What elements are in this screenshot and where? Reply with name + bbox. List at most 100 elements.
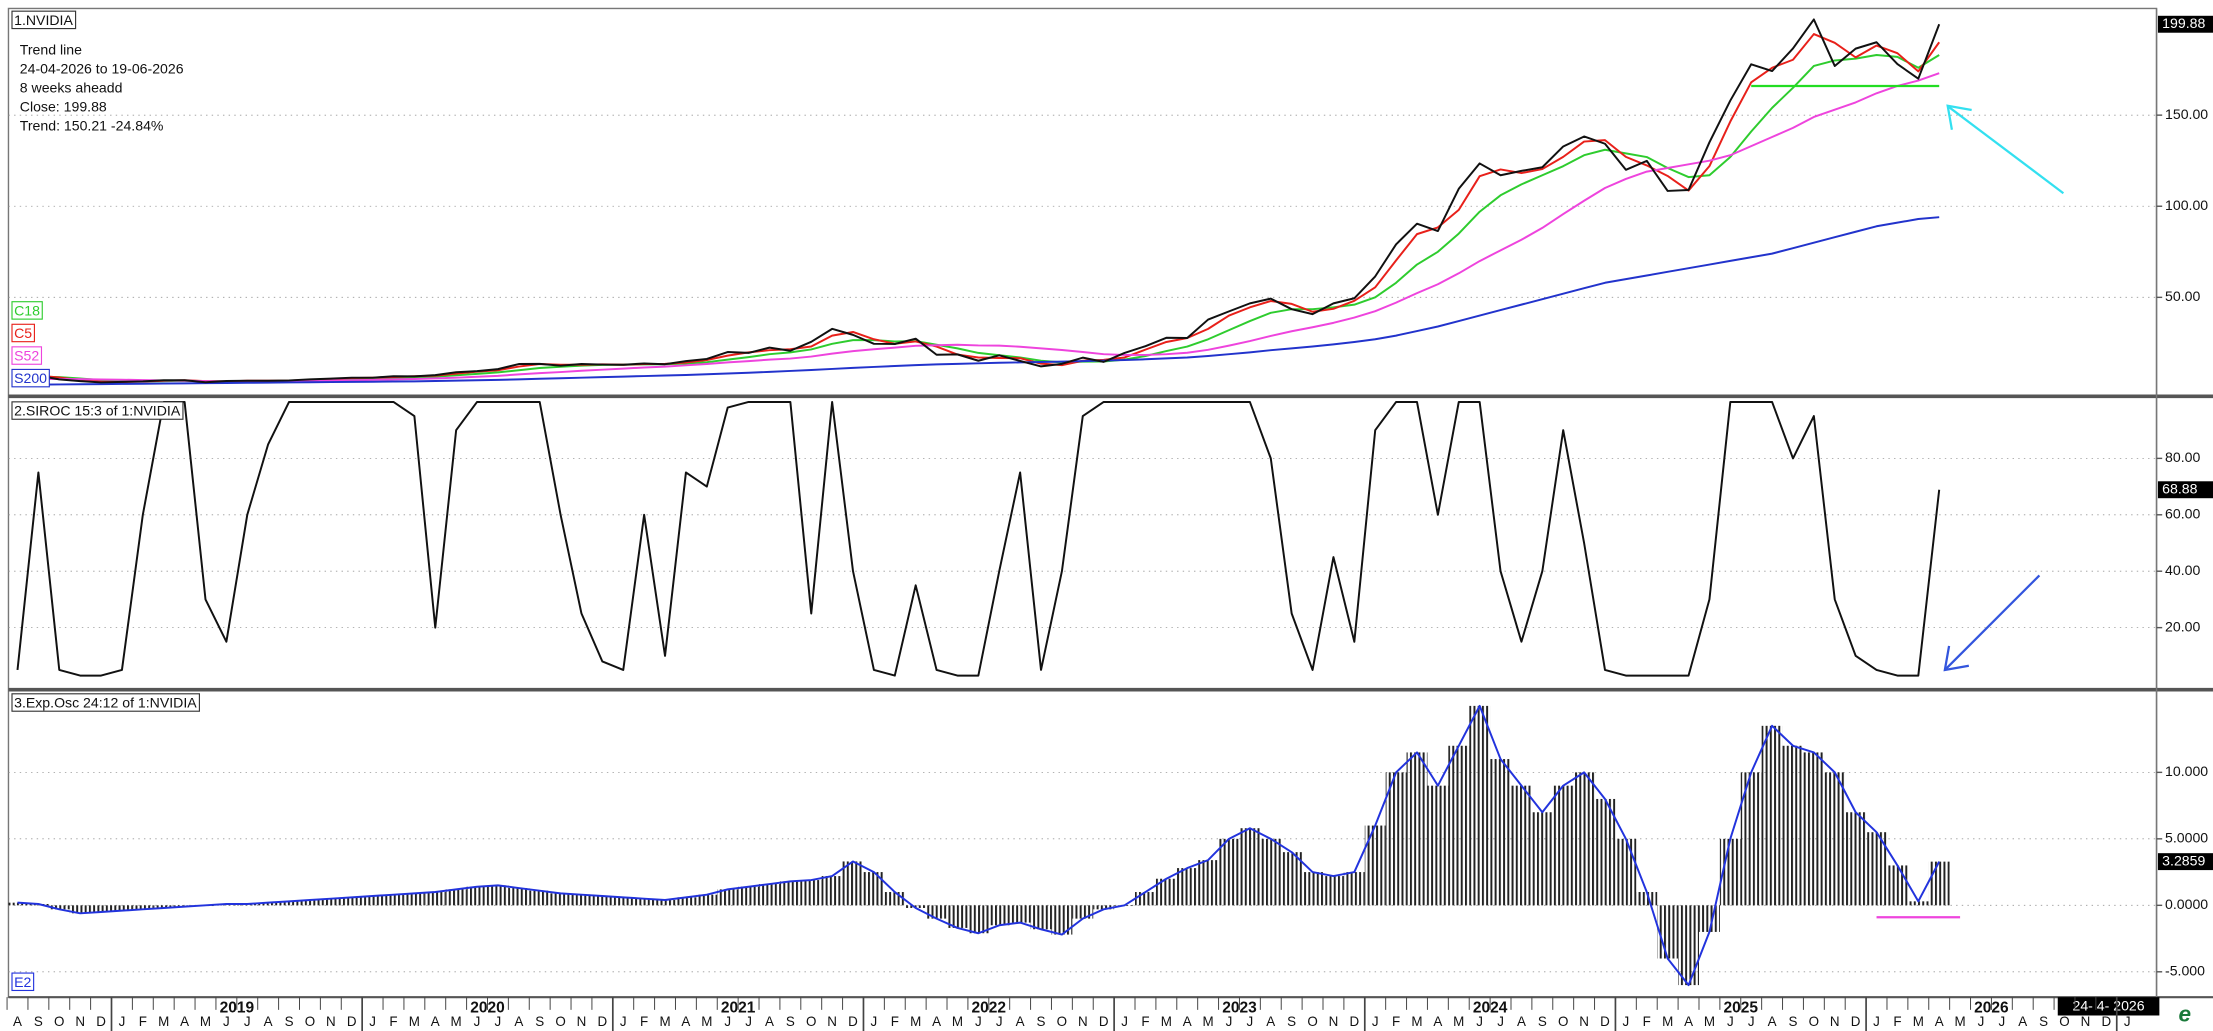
bar: [1928, 861, 1950, 906]
x-tick-label: D: [1349, 1014, 1359, 1029]
date-box: [2057, 997, 2160, 1016]
x-tick-label: M: [1161, 1014, 1172, 1029]
x-tick-label: D: [347, 1014, 357, 1029]
value-tag: 3.2859: [2162, 852, 2205, 868]
x-tick-label: O: [1558, 1014, 1568, 1029]
x-tick-label: J: [1727, 1014, 1734, 1029]
label-box: [11, 323, 35, 343]
series-line: [17, 216, 1940, 386]
cyan-arrow: [1946, 104, 2065, 195]
x-tick-label: D: [1600, 1014, 1610, 1029]
bar: [1636, 892, 1658, 906]
x-tick-label: N: [1078, 1014, 1088, 1029]
bar: [1469, 705, 1491, 906]
bar: [1719, 838, 1741, 906]
bar: [571, 894, 592, 906]
bar: [7, 902, 28, 906]
x-tick-label: A: [2018, 1014, 2027, 1029]
value-tag: 199.88: [2162, 15, 2205, 31]
bar: [1531, 812, 1553, 906]
x-tick-label: D: [96, 1014, 106, 1029]
x-tick-label: M: [158, 1014, 169, 1029]
bar: [779, 881, 801, 906]
x-tick-label: F: [1392, 1014, 1400, 1029]
x-tick-label: A: [1016, 1014, 1025, 1029]
x-tick-label: A: [1684, 1014, 1693, 1029]
x-tick-label: A: [514, 1014, 523, 1029]
x-tick-label: A: [264, 1014, 273, 1029]
bar: [591, 896, 613, 906]
x-tick-label: F: [1643, 1014, 1651, 1029]
x-tick-label: S: [786, 1014, 795, 1029]
bar: [1448, 745, 1470, 906]
x-tick-label: O: [1307, 1014, 1317, 1029]
value-tag-box: [2157, 481, 2213, 499]
y-tick-label: 100.00: [2165, 197, 2208, 213]
label-box: [11, 401, 184, 420]
info-text: Close: 199.88: [20, 99, 107, 115]
bar: [842, 861, 864, 906]
x-tick-label: J: [1873, 1014, 1880, 1029]
x-tick-label: M: [1203, 1014, 1214, 1029]
y-tick-label: 80.00: [2165, 449, 2200, 465]
x-tick-label: J: [1497, 1014, 1504, 1029]
label-box: [11, 368, 50, 388]
x-tick-label: O: [806, 1014, 816, 1029]
info-text: 24-04-2026 to 19-06-2026: [20, 61, 184, 77]
bar: [1343, 872, 1365, 906]
x-tick-label: M: [1453, 1014, 1464, 1029]
bar: [1573, 772, 1595, 906]
x-tick-label: A: [765, 1014, 774, 1029]
bar: [967, 905, 989, 934]
panel-title: 2.SIROC 15:3 of 1:NVIDIA: [14, 403, 181, 419]
x-tick-label: A: [13, 1014, 22, 1029]
bar: [48, 905, 70, 910]
bar: [1406, 752, 1428, 906]
x-tick-label: M: [1662, 1014, 1673, 1029]
series-line: [16, 400, 1941, 677]
x-tick-label: J: [1226, 1014, 1233, 1029]
bar: [1009, 905, 1031, 923]
x-tick-label: N: [827, 1014, 837, 1029]
panel-title: 3.Exp.Osc 24:12 of 1:NVIDIA: [14, 695, 197, 711]
x-tick-label: A: [1768, 1014, 1777, 1029]
bar: [821, 876, 843, 906]
svg-text:e: e: [2178, 1001, 2191, 1026]
value-tag-box: [2157, 15, 2213, 33]
bar: [654, 900, 676, 906]
info-text: Trend line: [20, 41, 82, 57]
x-tick-label: M: [1411, 1014, 1422, 1029]
bar: [1552, 785, 1574, 906]
x-tick-label: O: [2059, 1014, 2069, 1029]
x-tick-label: S: [285, 1014, 294, 1029]
x-tick-label: J: [1623, 1014, 1630, 1029]
x-tick-label: M: [1913, 1014, 1924, 1029]
y-tick-label: 60.00: [2165, 506, 2200, 522]
x-tick-label: F: [1893, 1014, 1901, 1029]
legend-entry: S52: [14, 348, 39, 364]
bar: [320, 898, 342, 906]
bar: [926, 905, 948, 919]
x-tick-label: J: [495, 1014, 502, 1029]
x-tick-label: D: [848, 1014, 858, 1029]
x-tick-label: M: [451, 1014, 462, 1029]
bar: [1239, 828, 1261, 906]
y-tick-label: 50.00: [2165, 288, 2200, 304]
bar: [383, 894, 404, 906]
x-tick-label: N: [1830, 1014, 1840, 1029]
bar: [1427, 785, 1449, 906]
x-tick-label: M: [1955, 1014, 1966, 1029]
x-tick-label: N: [1579, 1014, 1589, 1029]
legend-entry: S200: [14, 370, 47, 386]
x-tick-label: M: [659, 1014, 670, 1029]
x-tick-label: O: [1057, 1014, 1067, 1029]
bar: [612, 897, 634, 906]
series-line: [17, 18, 1941, 384]
bar: [1323, 876, 1344, 906]
x-tick-label: J: [244, 1014, 251, 1029]
date-label: 24- 4- 2026: [2073, 998, 2145, 1014]
x-tick-label: S: [1287, 1014, 1296, 1029]
x-tick-label: A: [1183, 1014, 1192, 1029]
legend-entry: C18: [14, 302, 40, 318]
bar: [1176, 868, 1198, 906]
